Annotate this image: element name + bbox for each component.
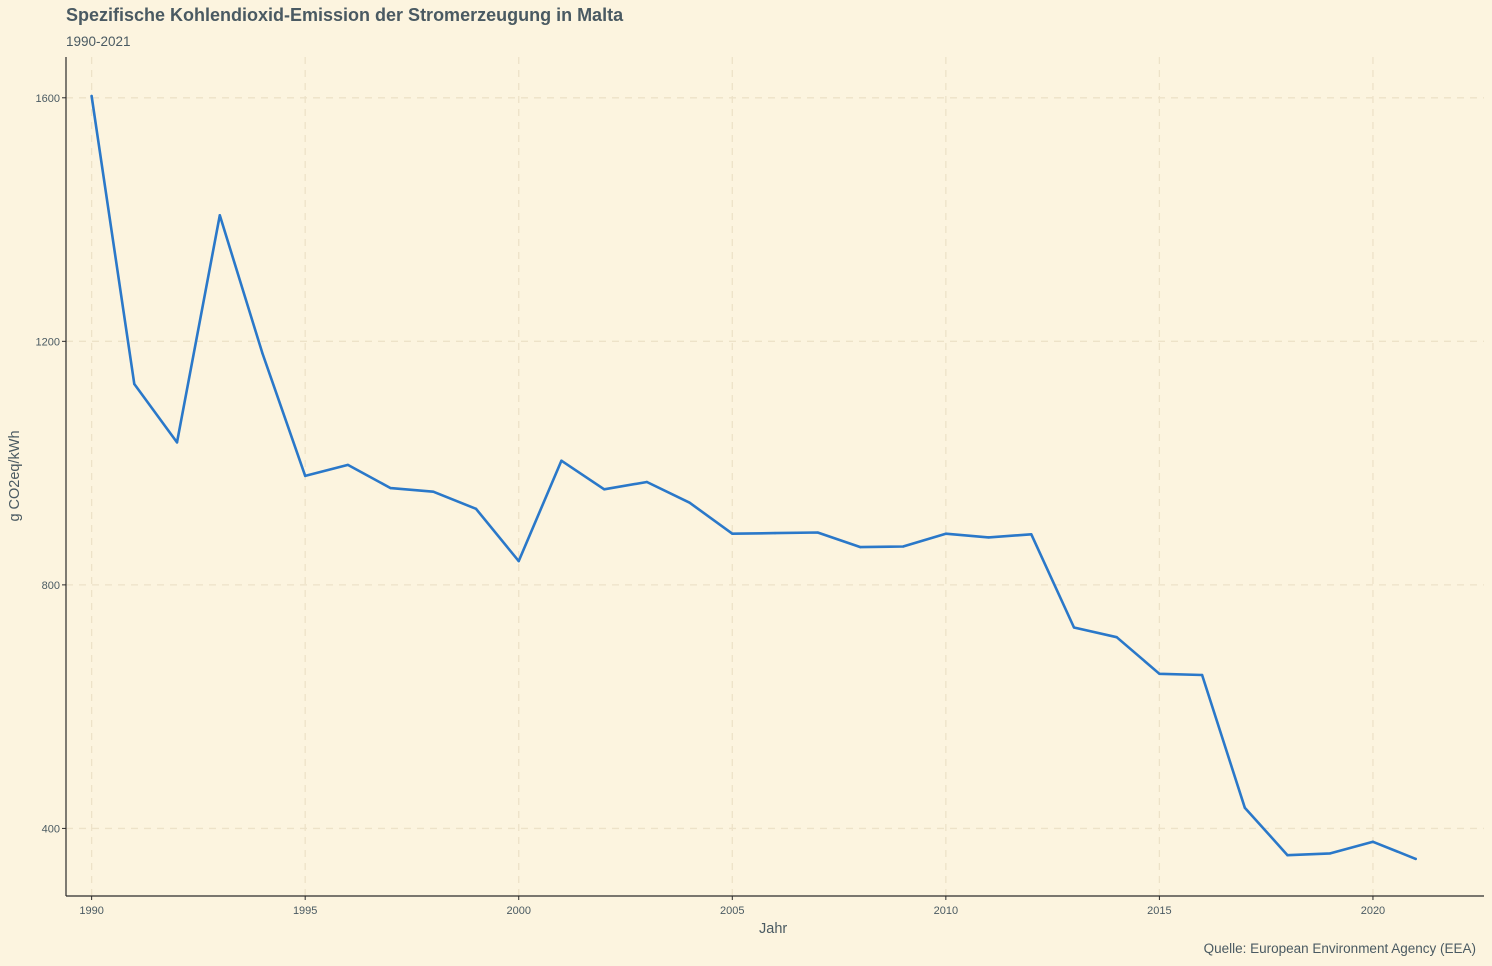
data-point [1414, 857, 1417, 861]
x-tick-label: 2015 [1147, 905, 1171, 917]
x-tick-label: 2020 [1361, 905, 1385, 917]
data-point [901, 545, 905, 548]
series-layer [90, 94, 1417, 861]
data-point [261, 352, 264, 355]
grid-lines [66, 57, 1484, 896]
data-point [346, 463, 350, 467]
data-point [645, 480, 649, 484]
data-point [218, 214, 221, 217]
y-tick-label: 1600 [36, 93, 60, 105]
x-axis-label: Jahr [759, 921, 788, 937]
data-point [944, 532, 948, 535]
chart-title: Spezifische Kohlendioxid-Emission der St… [66, 5, 624, 25]
x-tick-label: 2005 [720, 905, 744, 917]
x-tick-label: 2010 [934, 905, 958, 917]
data-point [389, 486, 392, 490]
data-point [1158, 672, 1161, 675]
data-point [987, 536, 990, 539]
data-point [1371, 840, 1375, 844]
source-caption: Quelle: European Environment Agency (EEA… [1203, 941, 1476, 956]
data-point [133, 382, 136, 386]
data-point [859, 545, 862, 549]
data-point [517, 559, 520, 563]
y-tick-label: 400 [42, 823, 60, 835]
data-point [1030, 533, 1033, 536]
series-line [90, 94, 1417, 861]
axes [62, 57, 1484, 900]
y-tick-label: 800 [42, 580, 60, 592]
data-point [1072, 626, 1076, 629]
data-point [816, 531, 819, 534]
data-point [1200, 673, 1204, 677]
data-point [1243, 806, 1247, 809]
tick-labels: 1990 1995 2000 2005 2010 2015 2020 400 800 1200 16… [36, 93, 1386, 917]
data-point [1329, 852, 1332, 855]
data-point [602, 488, 606, 491]
y-tick-label: 1200 [36, 336, 60, 348]
data-point [1115, 636, 1118, 639]
chart-subtitle: 1990-2021 [66, 34, 131, 49]
data-point [90, 94, 93, 98]
data-point [303, 474, 307, 478]
x-tick-label: 2000 [506, 905, 530, 917]
data-point [688, 501, 691, 504]
data-point [175, 441, 179, 444]
y-axis-label: g CO2eq/kWh [7, 430, 23, 522]
data-point [560, 459, 563, 462]
data-point [1286, 854, 1289, 857]
data-point [773, 531, 777, 535]
data-point [432, 490, 435, 493]
x-tick-label: 1990 [79, 905, 103, 917]
data-point [474, 507, 478, 510]
x-tick-label: 1995 [293, 905, 317, 917]
data-point [731, 532, 734, 535]
